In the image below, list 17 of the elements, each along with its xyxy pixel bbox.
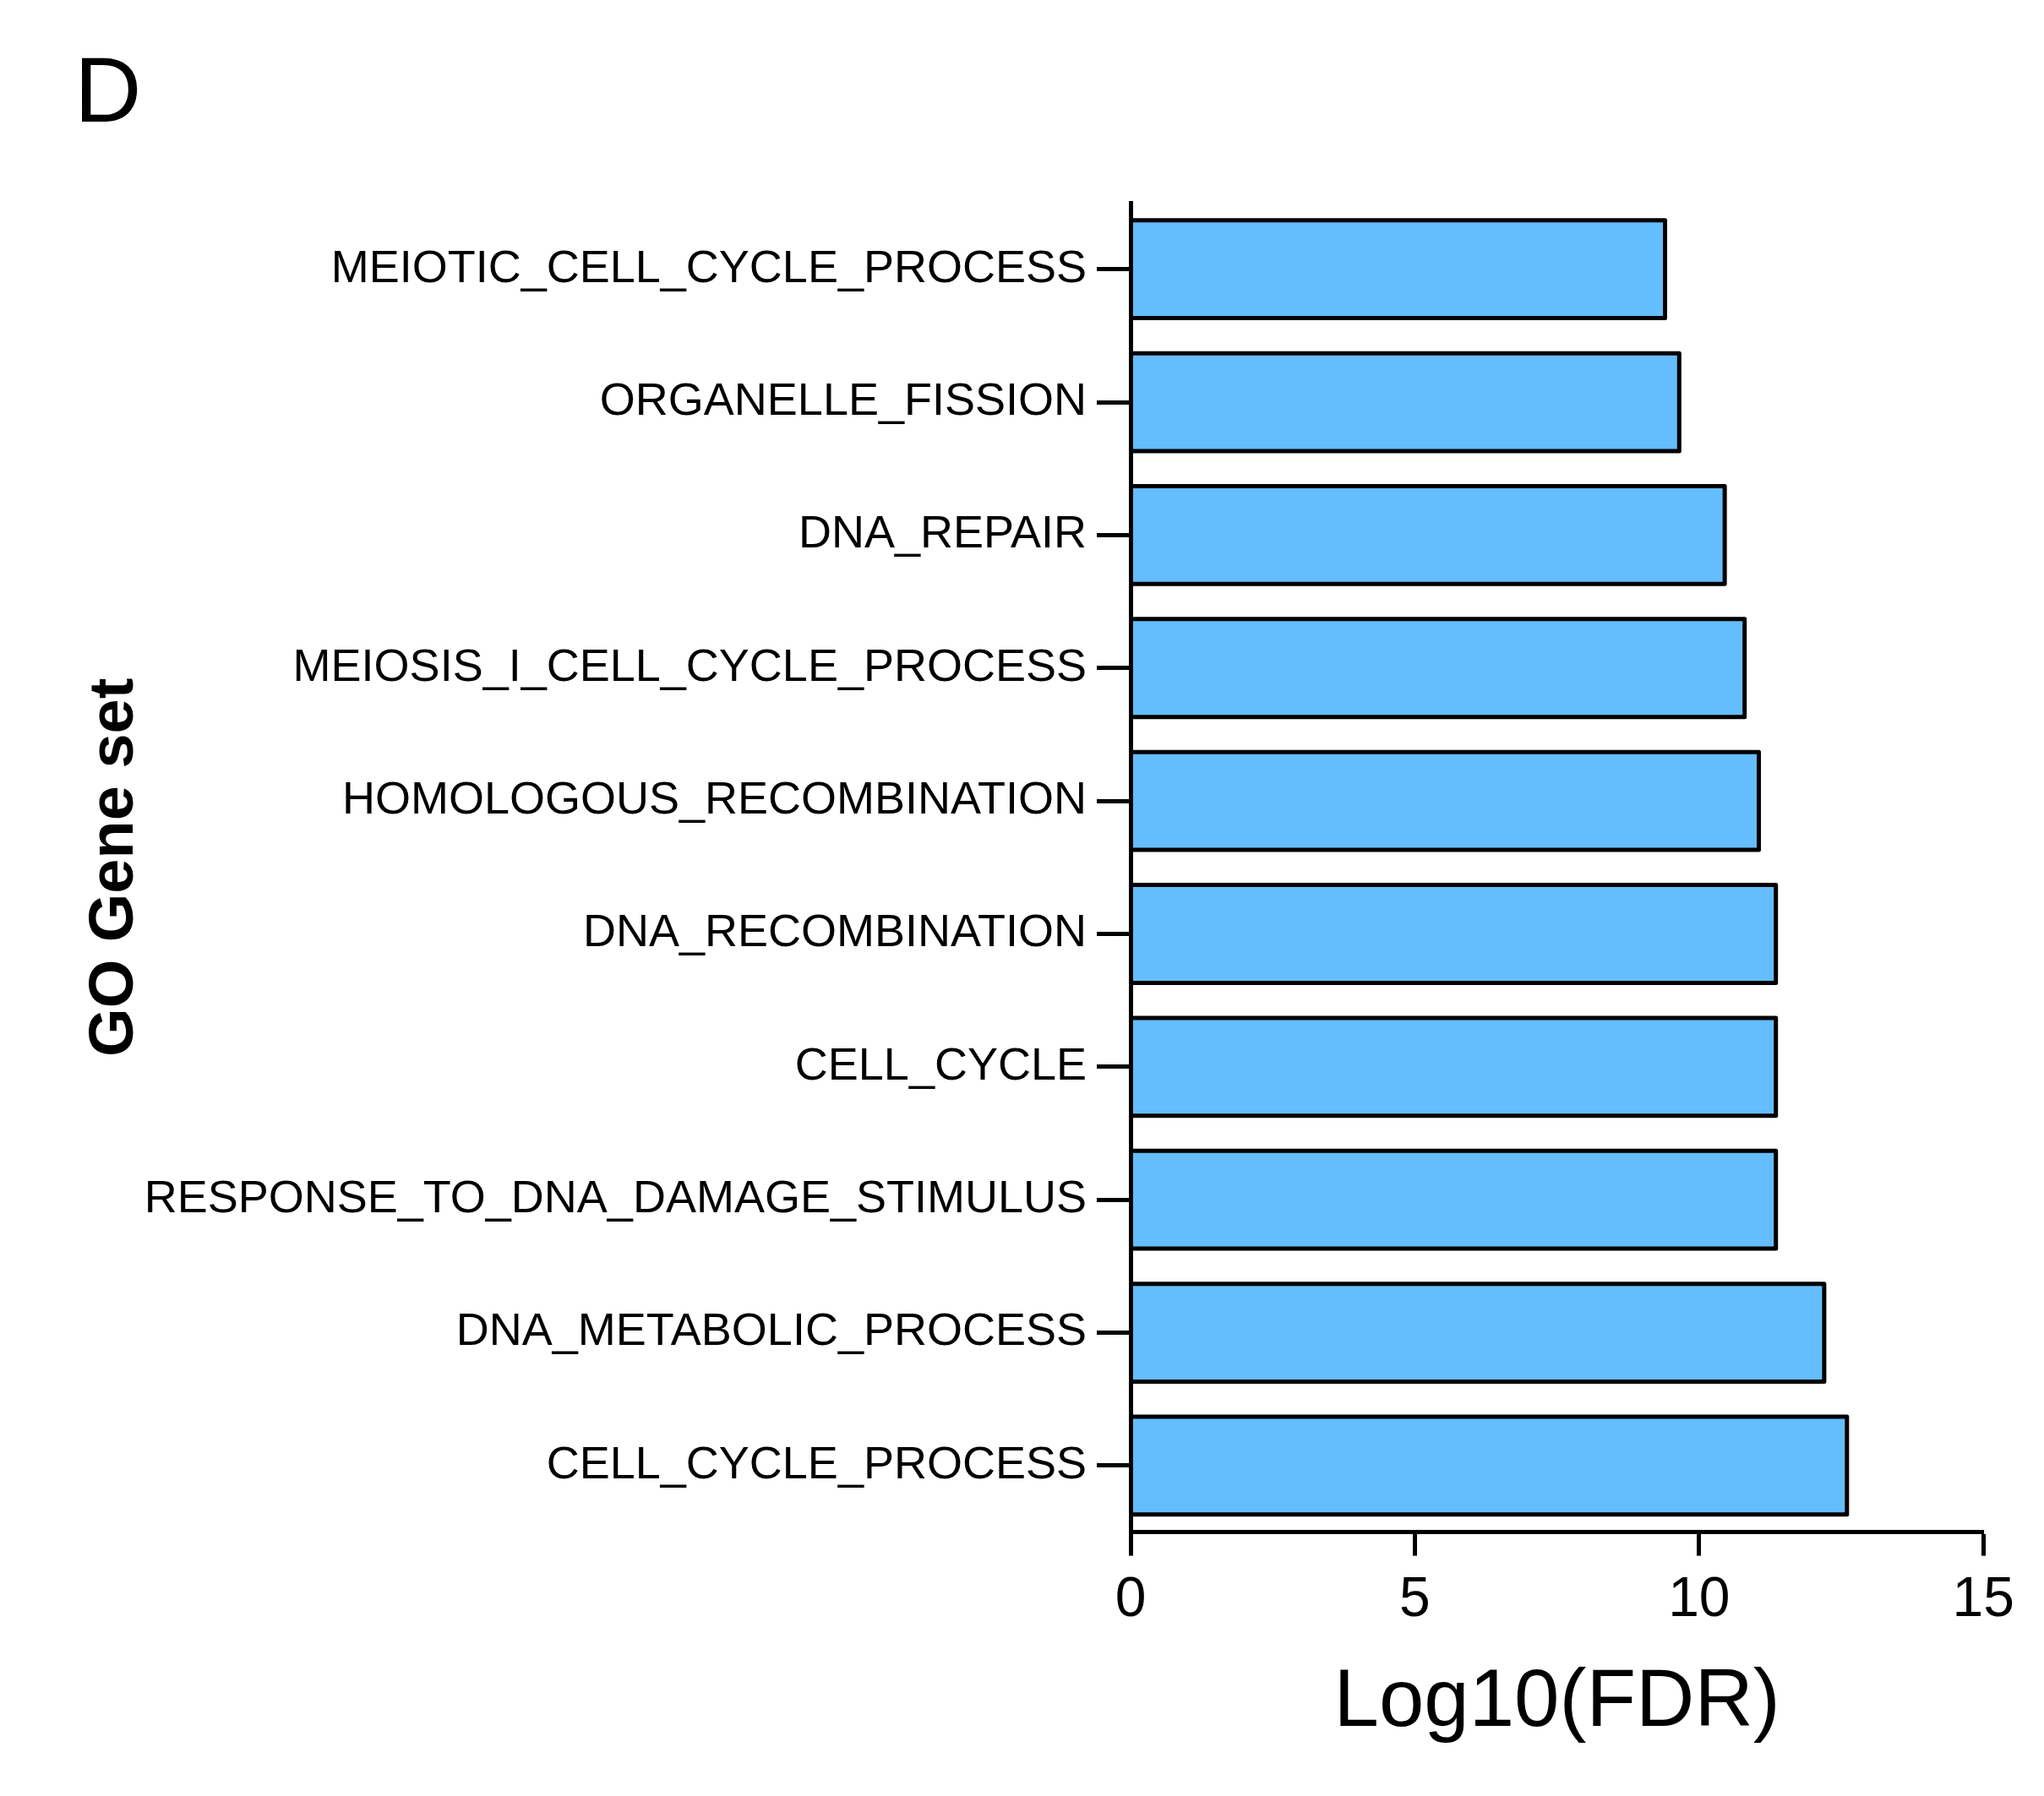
y-tick-label: DNA_RECOMBINATION [582,905,1087,956]
y-tick-label: DNA_REPAIR [798,506,1087,558]
y-tick-label: DNA_METABOLIC_PROCESS [455,1303,1087,1355]
y-tick-label: MEIOTIC_CELL_CYCLE_PROCESS [330,240,1087,291]
y-tick-label: RESPONSE_TO_DNA_DAMAGE_STIMULUS [144,1171,1087,1222]
x-axis-title: Log10(FDR) [1333,1652,1780,1743]
y-tick-label: MEIOSIS_I_CELL_CYCLE_PROCESS [292,639,1087,690]
x-tick-label: 15 [1952,1565,2014,1629]
text: D [74,37,142,142]
y-axis-title: GO Gene set [75,678,146,1057]
x-tick-label: 5 [1399,1565,1431,1629]
x-tick-label: 10 [1668,1565,1731,1629]
y-tick-label: CELL_CYCLE [794,1037,1087,1089]
y-tick-label: ORGANELLE_FISSION [599,373,1087,424]
y-tick-label: CELL_CYCLE_PROCESS [546,1436,1087,1488]
x-tick-label: 0 [1115,1565,1147,1629]
y-tick-label: HOMOLOGOUS_RECOMBINATION [341,772,1087,824]
